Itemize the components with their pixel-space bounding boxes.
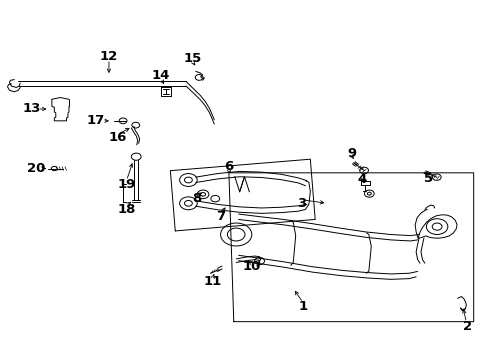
Text: 11: 11 [203, 275, 222, 288]
Text: 4: 4 [357, 173, 366, 186]
Text: 9: 9 [346, 147, 356, 159]
Text: 15: 15 [183, 51, 201, 64]
Text: 8: 8 [192, 192, 202, 205]
Text: 19: 19 [117, 178, 135, 191]
Text: 2: 2 [462, 320, 471, 333]
Text: 12: 12 [100, 50, 118, 63]
Text: 5: 5 [424, 172, 432, 185]
Text: 1: 1 [298, 300, 307, 313]
Text: 6: 6 [224, 160, 233, 173]
Text: 17: 17 [86, 114, 105, 127]
Text: 13: 13 [22, 103, 41, 116]
Text: 14: 14 [151, 69, 169, 82]
Text: 10: 10 [242, 260, 261, 273]
Text: 20: 20 [27, 162, 45, 175]
Text: 7: 7 [216, 210, 225, 223]
Text: 18: 18 [117, 203, 135, 216]
Text: 3: 3 [296, 197, 305, 210]
Text: 16: 16 [108, 131, 127, 144]
